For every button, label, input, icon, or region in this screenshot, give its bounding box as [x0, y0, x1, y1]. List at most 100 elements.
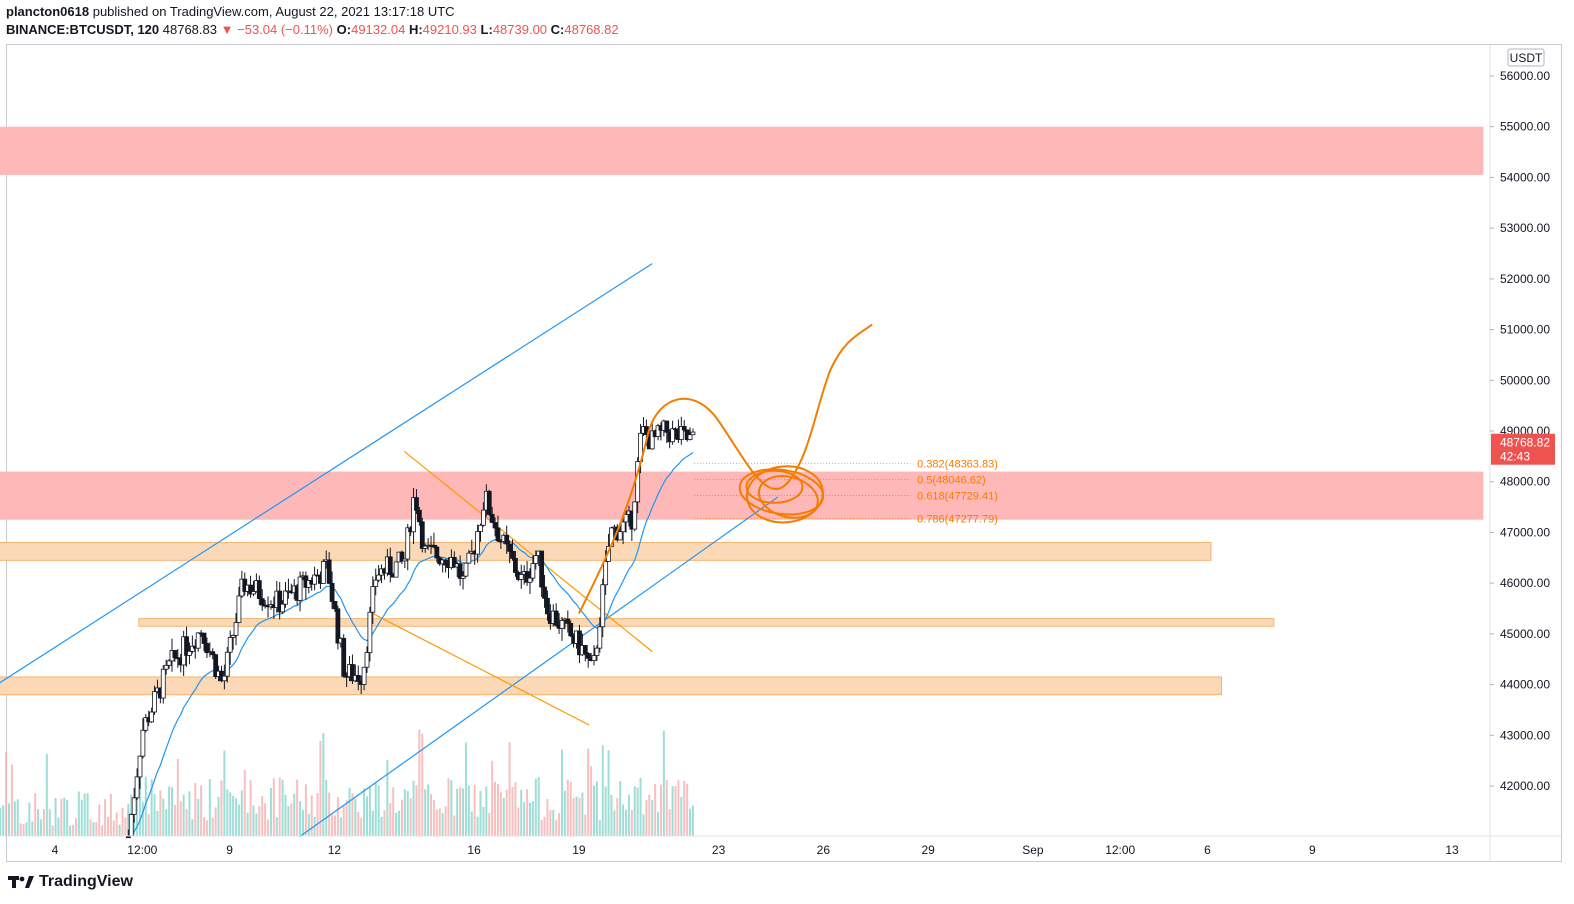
volume-bar	[528, 802, 531, 836]
candle-body	[623, 514, 629, 523]
volume-bar	[377, 785, 380, 836]
candle-body	[166, 660, 172, 666]
volume-bar	[60, 798, 63, 836]
volume-bar	[261, 796, 264, 836]
volume-bar	[37, 809, 40, 836]
volume-bar	[610, 795, 613, 836]
time-tick-3: 12	[328, 843, 342, 857]
candle-body	[236, 595, 242, 623]
volume-bar	[237, 804, 240, 836]
price-tick-45000: 45000.00	[1500, 627, 1550, 641]
volume-bar	[77, 791, 80, 836]
author-name[interactable]: plancton0618	[6, 4, 90, 19]
volume-bar	[499, 792, 502, 836]
volume-bar	[31, 821, 34, 836]
price-tick-50000: 50000.00	[1500, 373, 1550, 387]
volume-bar	[424, 789, 427, 836]
volume-bar	[482, 807, 485, 836]
volume-bar	[188, 791, 191, 836]
time-tick-9: Sep	[1022, 843, 1044, 857]
volume-bar	[584, 814, 587, 836]
candle-body	[341, 637, 347, 677]
volume-bar	[48, 809, 51, 836]
candle-body	[221, 675, 227, 682]
time-tick-1: 12:00	[127, 843, 157, 857]
volume-bar	[659, 784, 662, 836]
volume-bar	[398, 810, 401, 836]
time-tick-10: 12:00	[1105, 843, 1135, 857]
trendline-1	[299, 496, 779, 838]
volume-bar	[106, 816, 109, 836]
candle-body	[527, 577, 533, 583]
volume-bar	[205, 820, 208, 836]
volume-bar	[217, 796, 220, 836]
candle-body	[326, 559, 332, 584]
candle-body	[364, 652, 370, 668]
price-tick-53000: 53000.00	[1500, 221, 1550, 235]
volume-bar	[645, 800, 648, 836]
volume-bar	[127, 803, 130, 836]
volume-bar	[246, 812, 249, 836]
volume-bar	[633, 786, 636, 836]
volume-bar	[290, 803, 293, 836]
volume-bar	[5, 751, 8, 836]
volume-bar	[296, 779, 299, 836]
volume-bar	[549, 810, 552, 836]
volume-bar	[671, 786, 674, 836]
publish-info: published on TradingView.com, August 22,…	[92, 4, 455, 19]
volume-bar	[400, 799, 403, 836]
candle-body	[466, 552, 472, 564]
volume-bar	[339, 817, 342, 836]
volume-bar	[112, 820, 115, 836]
trendline-0	[0, 263, 653, 684]
volume-bar	[505, 789, 508, 836]
volume-bar	[590, 766, 593, 836]
volume-bar	[473, 784, 476, 836]
candle-body	[434, 546, 440, 559]
volume-bar	[299, 801, 302, 836]
volume-bar	[153, 793, 156, 836]
volume-bar	[508, 742, 511, 836]
volume-bar	[491, 760, 494, 836]
candle-body	[655, 425, 661, 437]
current-price-tag	[1491, 433, 1555, 465]
price-tick-56000: 56000.00	[1500, 69, 1550, 83]
volume-bar	[459, 787, 462, 836]
volume-bar	[22, 824, 25, 836]
symbol-name[interactable]: BINANCE:BTCUSDT, 120	[6, 22, 160, 37]
candle-body	[280, 603, 285, 613]
volume-bar	[363, 788, 366, 836]
candle-body	[297, 576, 303, 601]
candle-body	[134, 776, 140, 799]
volume-bar	[639, 777, 642, 836]
price-tick-55000: 55000.00	[1500, 120, 1550, 134]
volume-bar	[101, 825, 104, 836]
volume-bar	[502, 798, 505, 836]
volume-bar	[368, 786, 371, 836]
candle-body	[204, 643, 210, 654]
volume-bar	[86, 793, 89, 836]
price-tick-54000: 54000.00	[1500, 170, 1550, 184]
volume-bar	[115, 812, 118, 836]
candle-body	[187, 650, 192, 656]
volume-bar	[331, 814, 334, 836]
candle-body	[510, 550, 515, 559]
high-label: H:	[408, 22, 423, 37]
volume-bar	[156, 810, 159, 836]
candle-body	[149, 711, 155, 723]
volume-bar	[558, 813, 561, 836]
volume-bar	[220, 780, 223, 836]
volume-bar	[435, 809, 438, 836]
candle-body	[143, 717, 149, 731]
candle-body	[411, 497, 416, 533]
candle-body	[128, 813, 134, 837]
volume-bar	[517, 807, 520, 836]
candle-body	[594, 647, 600, 656]
tradingview-logo[interactable]: TradingView	[8, 873, 133, 891]
volume-bar	[2, 805, 5, 836]
time-tick-4: 16	[467, 843, 481, 857]
volume-bar	[476, 816, 479, 836]
scribble-ellipse-2	[757, 475, 819, 519]
low-value: 48739.00	[492, 22, 548, 37]
